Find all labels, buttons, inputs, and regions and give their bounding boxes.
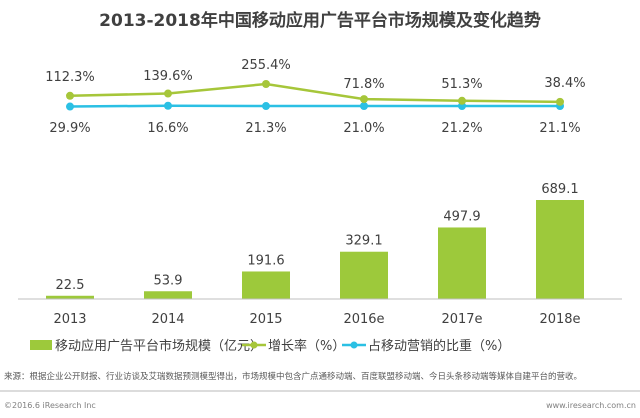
share-point <box>262 102 270 111</box>
bar-value-label: 689.1 <box>541 182 578 197</box>
copyright: ©2016.6 iResearch Inc <box>4 401 96 410</box>
growth-value-label: 71.8% <box>343 77 384 92</box>
bar-value-label: 497.9 <box>443 209 480 224</box>
legend-marker-growth <box>250 341 258 349</box>
growth-line <box>69 82 561 104</box>
bar-value-label: 53.9 <box>154 273 183 288</box>
share-value-label: 29.9% <box>49 121 90 136</box>
legend-label-bar: 移动应用广告平台市场规模（亿元） <box>55 338 263 354</box>
share-value-label: 21.2% <box>441 121 482 136</box>
share-value-label: 21.1% <box>539 121 580 136</box>
legend-swatch-bar <box>30 340 52 350</box>
share-value-label: 21.0% <box>343 121 384 136</box>
share-point <box>66 102 74 111</box>
bar-value-label: 22.5 <box>56 278 85 293</box>
growth-point <box>66 91 74 100</box>
growth-value-label: 139.6% <box>143 69 193 84</box>
x-tick-label: 2016e <box>343 312 384 327</box>
growth-point <box>164 89 172 98</box>
bar <box>144 291 192 299</box>
bar-value-label: 191.6 <box>247 253 284 268</box>
growth-point <box>556 97 564 106</box>
legend: 移动应用广告平台市场规模（亿元） 增长率（%） 占移动营销的比重（%） <box>30 338 510 354</box>
legend-marker-share <box>350 341 358 349</box>
website: www.iresearch.com.cn <box>546 401 636 410</box>
share-line <box>69 104 561 108</box>
growth-value-label: 51.3% <box>441 77 482 92</box>
bar <box>438 227 486 299</box>
bar <box>340 251 388 299</box>
chart-title: 2013-2018年中国移动应用广告平台市场规模及变化趋势 <box>99 10 541 31</box>
share-value-label: 21.3% <box>245 121 286 136</box>
x-tick-label: 2013 <box>53 312 86 327</box>
growth-point <box>458 96 466 105</box>
share-point <box>360 102 368 110</box>
bar <box>46 295 94 299</box>
source-note: 来源：根据企业公开财报、行业访谈及艾瑞数据预测模型得出，市场规模中包含广点通移动… <box>4 371 582 382</box>
growth-point <box>262 80 270 88</box>
bar-value-label: 329.1 <box>345 234 382 249</box>
bar <box>242 271 290 299</box>
share-value-label: 16.6% <box>147 121 188 136</box>
x-tick-label: 2014 <box>151 312 184 327</box>
growth-value-label: 38.4% <box>544 76 585 91</box>
growth-value-label: 255.4% <box>241 58 291 73</box>
growth-point <box>360 95 368 104</box>
legend-label-share: 占移动营销的比重（%） <box>368 338 510 354</box>
x-tick-label: 2018e <box>539 312 580 327</box>
x-tick-label: 2017e <box>441 312 482 327</box>
x-tick-label: 2015 <box>249 312 282 327</box>
growth-value-label: 112.3% <box>45 70 95 85</box>
legend-label-growth: 增长率（%） <box>268 338 345 354</box>
share-point <box>164 101 172 110</box>
bar <box>536 200 584 299</box>
